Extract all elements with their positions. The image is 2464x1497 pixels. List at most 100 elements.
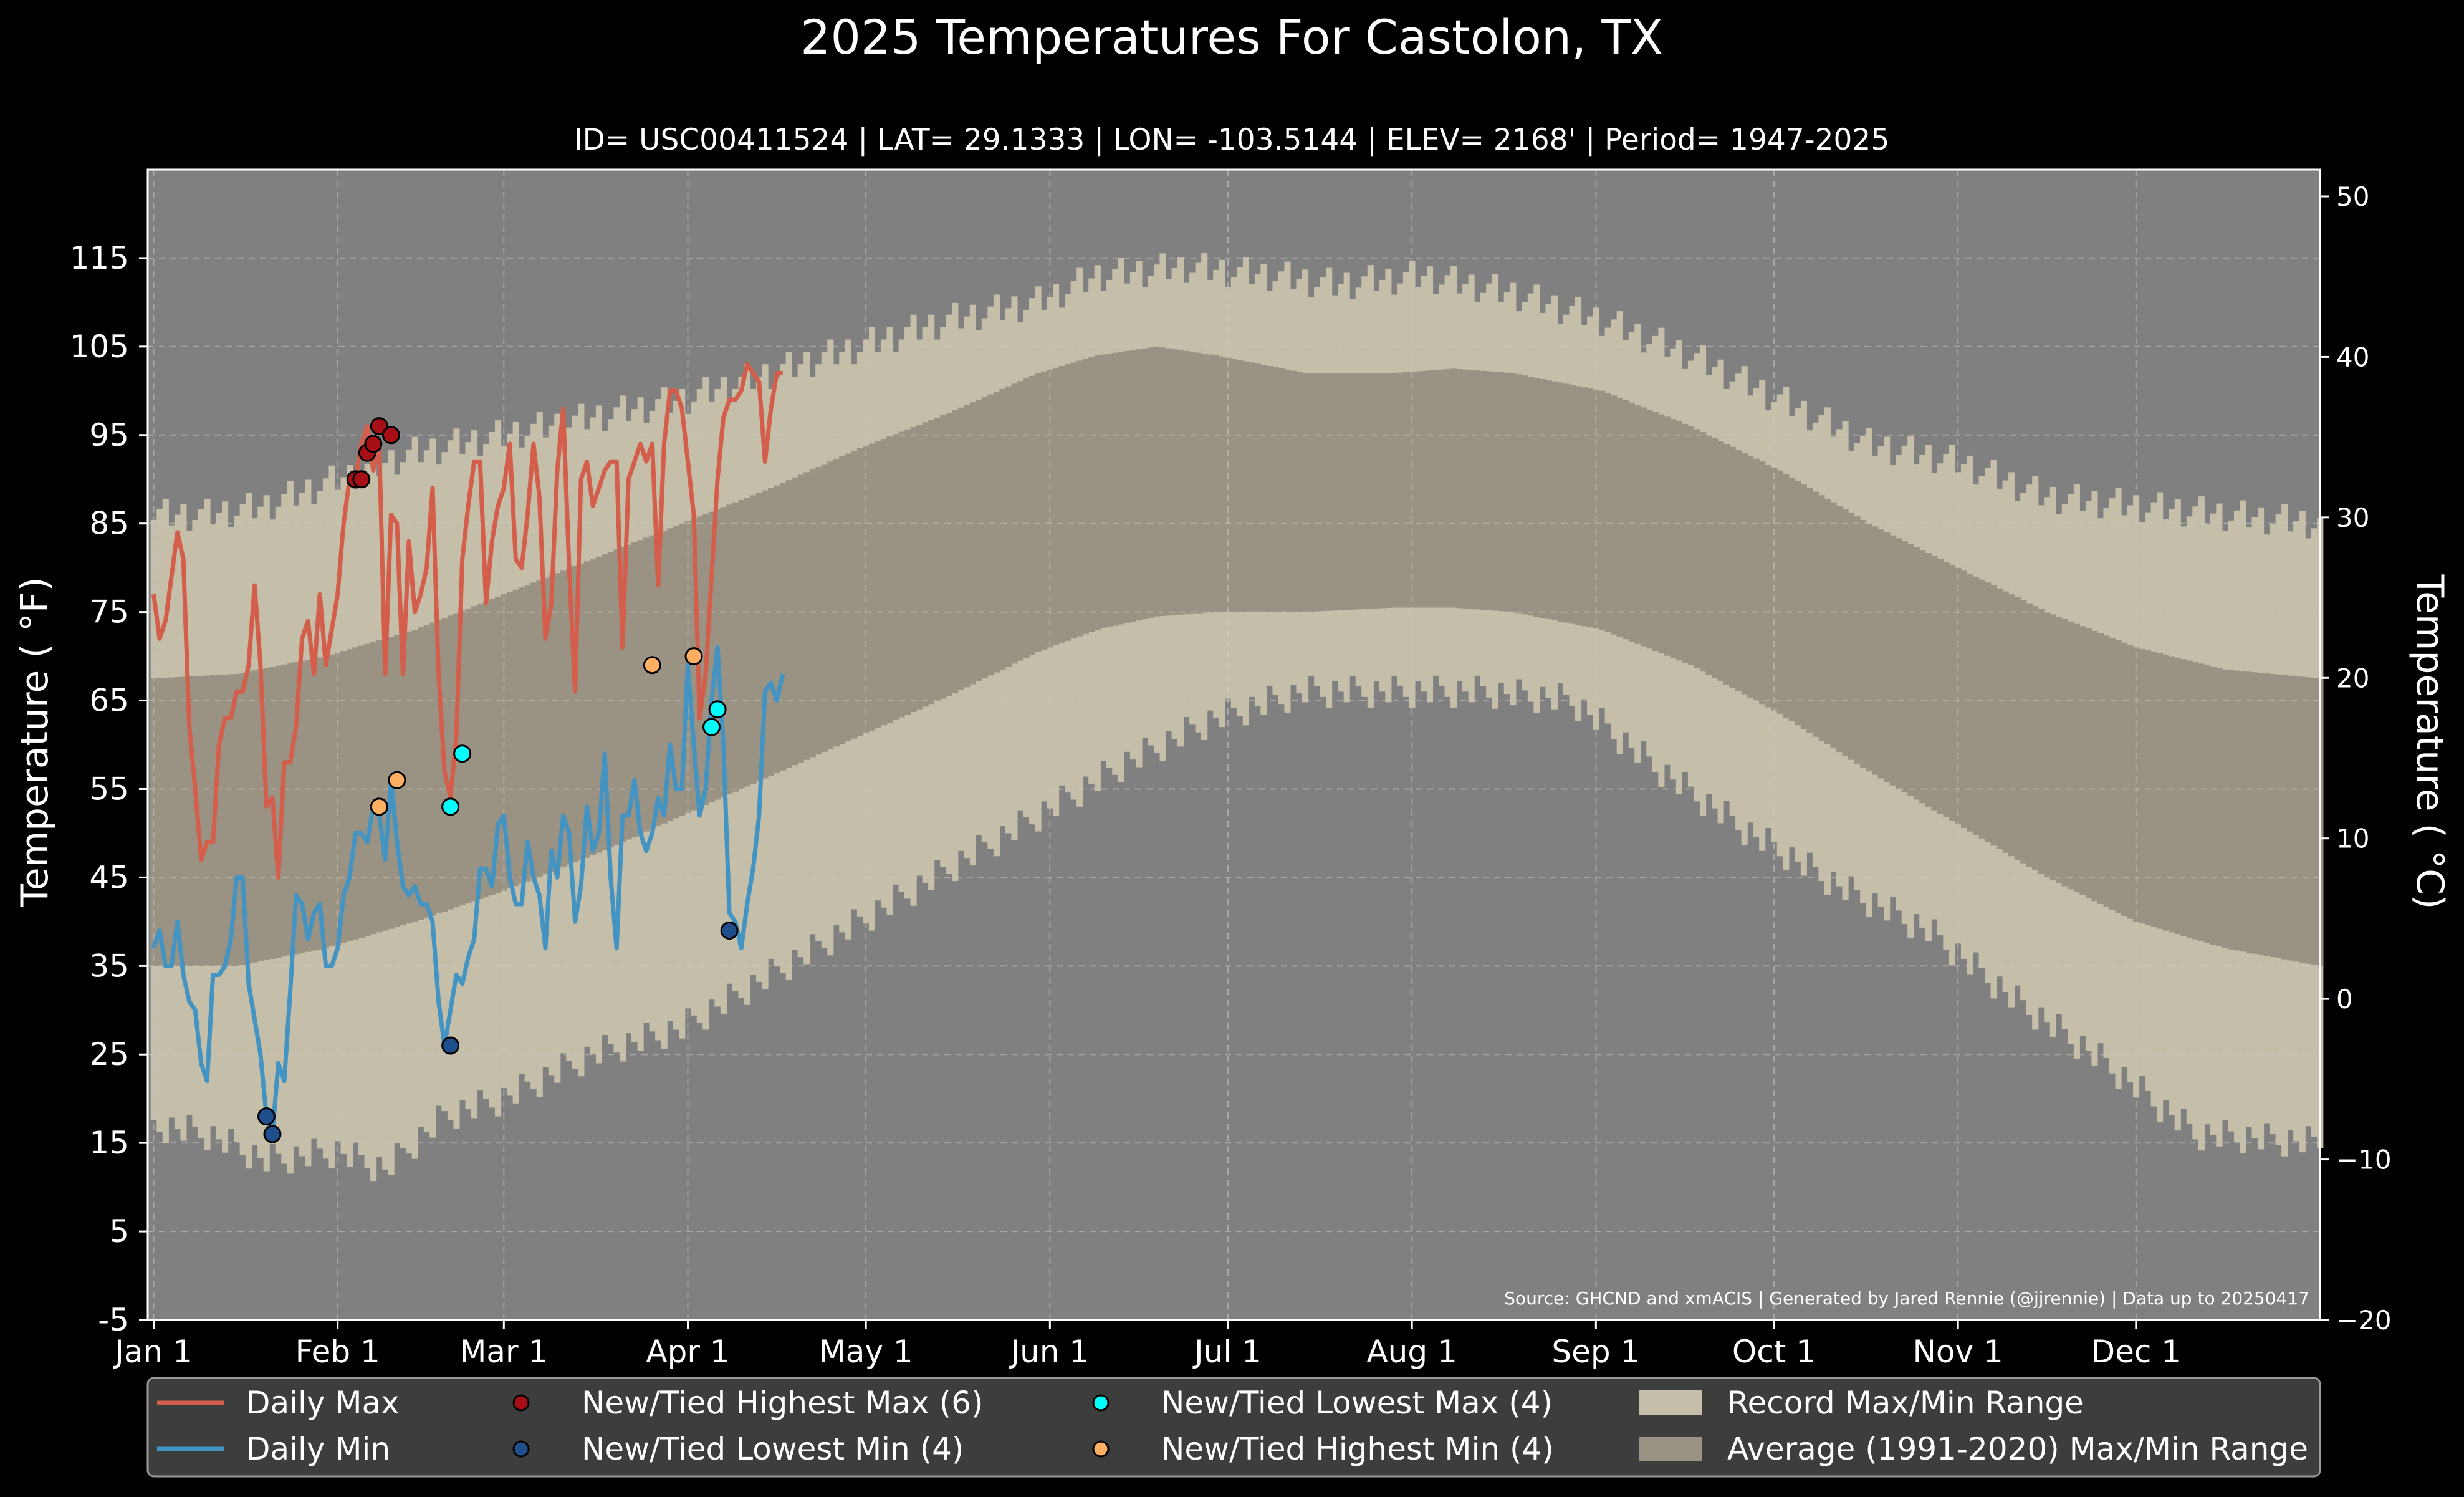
normal-range-bar <box>1611 395 1618 635</box>
normal-range-bar <box>257 669 264 961</box>
legend-label: New/Tied Highest Max (6) <box>582 1385 984 1421</box>
normal-range-bar <box>2121 642 2128 916</box>
normal-range-bar <box>275 665 282 958</box>
lowest-max-marker <box>441 797 460 816</box>
highest-max-marker <box>364 435 383 453</box>
normal-range-bar <box>507 592 514 888</box>
normal-range-bar <box>1391 373 1397 608</box>
normal-range-bar <box>530 582 537 879</box>
normal-range-bar <box>1414 371 1422 608</box>
normal-range-bar <box>797 474 804 763</box>
normal-range-bar <box>2038 609 2045 874</box>
lowest-max-marker <box>702 718 721 736</box>
normal-range-bar <box>1587 388 1594 628</box>
normal-range-bar <box>293 662 300 955</box>
normal-range-bar <box>411 630 418 922</box>
normal-range-bar <box>744 498 751 787</box>
normal-range-bar <box>1866 523 1872 772</box>
normal-range-bar <box>2251 672 2258 954</box>
x-tick-label: Jan 1 <box>113 1334 193 1370</box>
normal-range-bar <box>299 661 305 953</box>
normal-range-bar <box>2210 667 2217 945</box>
normal-range-bar <box>1070 362 1077 639</box>
normal-range-bar <box>2216 668 2223 947</box>
normal-range-bar <box>305 660 312 952</box>
legend-patch-swatch <box>1639 1390 1702 1415</box>
normal-range-bar <box>1723 443 1730 685</box>
normal-range-bar <box>1759 461 1766 705</box>
normal-range-bar <box>1563 383 1570 623</box>
normal-range-bar <box>2228 670 2235 950</box>
normal-range-bar <box>1213 355 1220 612</box>
normal-range-bar <box>1230 359 1237 612</box>
normal-range-bar <box>328 654 335 947</box>
normal-range-bar <box>1254 363 1261 612</box>
normal-range-bar <box>904 429 911 715</box>
normal-range-bar <box>785 480 792 768</box>
legend-box <box>146 1377 2321 1478</box>
normal-range-bar <box>287 663 294 956</box>
y-tick-label-right: 10 <box>2336 824 2369 854</box>
normal-range-bar <box>1035 373 1042 652</box>
normal-range-bar <box>1877 529 1884 779</box>
normal-range-bar <box>1361 373 1368 609</box>
normal-range-bar <box>2204 665 2211 943</box>
normal-range-bar <box>162 678 169 966</box>
normal-range-bar <box>495 597 502 893</box>
normal-range-bar <box>1462 369 1469 609</box>
normal-range-bar <box>1486 371 1493 610</box>
normal-range-bar <box>174 677 181 966</box>
normal-range-bar <box>750 495 757 784</box>
normal-range-bar <box>346 649 353 941</box>
normal-range-bar <box>2073 623 2080 893</box>
normal-range-bar <box>1539 378 1546 619</box>
normal-range-bar <box>1628 402 1635 642</box>
normal-range-bar <box>1699 432 1707 672</box>
normal-range-bar <box>2305 677 2312 964</box>
normal-range-bar <box>2115 640 2122 913</box>
normal-range-bar <box>649 535 656 829</box>
lowest-min-marker <box>257 1107 276 1126</box>
normal-range-bar <box>1960 570 1968 828</box>
normal-range-bar <box>2139 648 2145 924</box>
lowest-min-marker <box>263 1125 282 1143</box>
plot-area: Source: GHCND and xmACIS | Generated by … <box>146 168 2324 1321</box>
normal-range-bar <box>1023 378 1030 658</box>
normal-range-bar <box>987 394 994 676</box>
normal-range-bar <box>2186 660 2193 938</box>
normal-range-bar <box>1664 416 1671 656</box>
normal-range-bar <box>1818 495 1825 741</box>
normal-range-bar <box>2157 653 2164 929</box>
normal-range-bar <box>2263 673 2270 956</box>
normal-range-bar <box>1498 372 1505 612</box>
normal-range-bar <box>1522 375 1528 615</box>
highest-min-marker <box>370 797 388 816</box>
normal-range-bar <box>762 490 769 779</box>
normal-range-bar <box>2068 621 2074 890</box>
normal-range-bar <box>370 642 377 935</box>
y-axis-right-ticks: −20 −10 0 10 20 30 40 50 <box>2320 181 2392 1336</box>
normal-range-bar <box>1094 355 1101 630</box>
normal-range-bar <box>868 443 876 731</box>
normal-range-bar <box>1284 369 1291 612</box>
normal-range-bar <box>1860 520 1867 768</box>
normal-range-bar <box>566 568 573 865</box>
normal-range-bar <box>1426 370 1434 608</box>
lowest-max-marker <box>453 744 472 763</box>
normal-range-bar <box>1355 373 1362 610</box>
normal-range-bar <box>1141 348 1149 619</box>
y-axis-label-right: Temperature ( °C) <box>2408 574 2452 910</box>
normal-range-bar <box>2169 656 2175 933</box>
normal-range-bar <box>940 415 947 699</box>
normal-range-bar <box>1106 354 1113 627</box>
normal-range-bar <box>679 523 686 816</box>
normal-range-bar <box>1379 373 1386 609</box>
normal-range-bar <box>774 485 780 773</box>
normal-range-bar <box>1747 455 1754 698</box>
normal-range-bar <box>2091 630 2098 902</box>
daily-max-line <box>151 362 783 880</box>
normal-range-bar <box>524 585 531 882</box>
legend-label: Daily Min <box>246 1431 390 1467</box>
normal-range-bar <box>726 504 733 794</box>
normal-range-bar <box>1735 450 1742 691</box>
